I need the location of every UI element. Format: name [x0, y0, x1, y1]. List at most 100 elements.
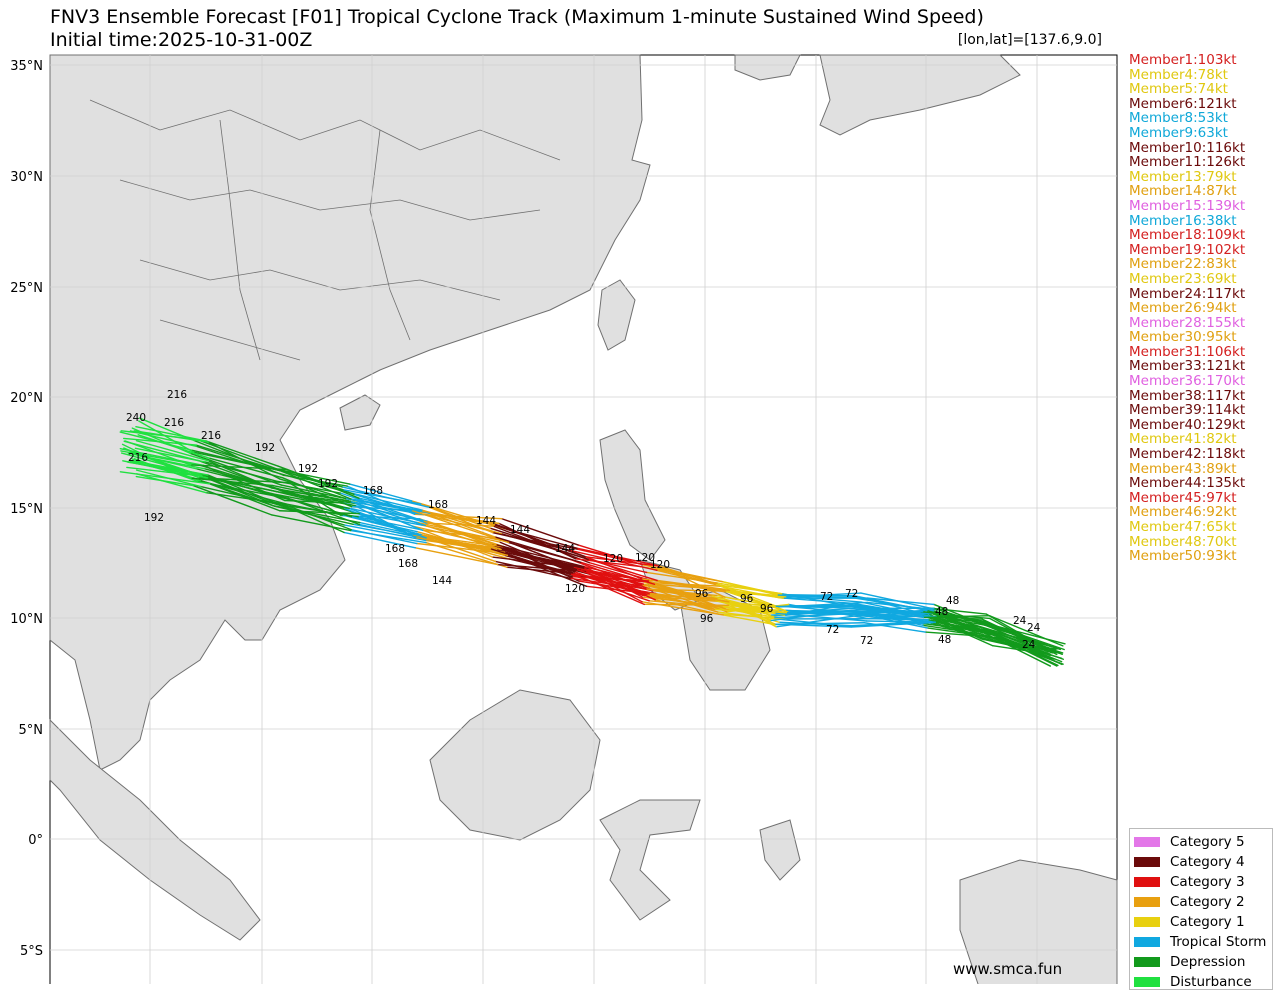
latitude-label: 10°N [10, 612, 43, 627]
coordinate-readout: [lon,lat]=[137.6,9.0] [958, 32, 1102, 48]
forecast-hour-label: 168 [398, 558, 418, 570]
legend-entry: Disturbance [1134, 972, 1252, 992]
member-entry: Member22:83kt [1129, 257, 1245, 272]
forecast-hour-label: 72 [860, 635, 873, 647]
legend-entry: Category 1 [1134, 912, 1245, 932]
member-entry: Member23:69kt [1129, 272, 1245, 287]
member-entry: Member11:126kt [1129, 155, 1245, 170]
forecast-hour-label: 72 [845, 588, 858, 600]
forecast-hour-label: 216 [128, 452, 148, 464]
member-entry: Member18:109kt [1129, 228, 1245, 243]
forecast-hour-label: 48 [935, 606, 948, 618]
member-entry: Member41:82kt [1129, 432, 1245, 447]
member-entry: Member5:74kt [1129, 82, 1245, 97]
member-entry: Member8:53kt [1129, 111, 1245, 126]
latitude-label: 35°N [10, 59, 43, 74]
legend-label: Category 3 [1170, 874, 1245, 890]
forecast-hour-label: 144 [432, 575, 452, 587]
forecast-hour-label: 96 [760, 603, 774, 615]
forecast-hour-label: 240 [126, 412, 146, 424]
legend-swatch [1134, 877, 1160, 887]
member-entry: Member48:70kt [1129, 535, 1245, 550]
watermark: www.smca.fun [953, 960, 1062, 978]
member-entry: Member28:155kt [1129, 316, 1245, 331]
forecast-hour-label: 216 [164, 417, 184, 429]
forecast-hour-label: 48 [938, 634, 951, 646]
category-legend: Category 5 Category 4 Category 3 Category 2… [1129, 828, 1273, 990]
latitude-label: 15°N [10, 502, 43, 517]
legend-swatch [1134, 977, 1160, 987]
member-entry: Member15:139kt [1129, 199, 1245, 214]
forecast-hour-label: 192 [255, 442, 275, 454]
member-entry: Member4:78kt [1129, 68, 1245, 83]
forecast-hour-label: 72 [820, 591, 833, 603]
latitude-label: 5°N [19, 723, 44, 738]
legend-label: Tropical Storm [1170, 934, 1266, 950]
track-segment [869, 619, 928, 620]
forecast-hour-label: 120 [650, 559, 670, 571]
member-entry: Member1:103kt [1129, 53, 1245, 68]
legend-swatch [1134, 957, 1160, 967]
legend-label: Category 5 [1170, 834, 1245, 850]
forecast-hour-label: 168 [385, 543, 405, 555]
forecast-hour-label: 192 [318, 478, 338, 490]
legend-swatch [1134, 917, 1160, 927]
member-entry: Member13:79kt [1129, 170, 1245, 185]
forecast-hour-label: 96 [695, 588, 709, 600]
legend-swatch [1134, 857, 1160, 867]
legend-swatch [1134, 837, 1160, 847]
member-entry: Member30:95kt [1129, 330, 1245, 345]
member-entry: Member46:92kt [1129, 505, 1245, 520]
legend-label: Category 2 [1170, 894, 1245, 910]
legend-entry: Category 3 [1134, 872, 1245, 892]
legend-label: Category 1 [1170, 914, 1245, 930]
member-entry: Member45:97kt [1129, 491, 1245, 506]
latitude-label: 25°N [10, 281, 43, 296]
member-entry: Member42:118kt [1129, 447, 1245, 462]
forecast-hour-label: 120 [603, 553, 623, 565]
legend-entry: Category 2 [1134, 892, 1245, 912]
forecast-hour-label: 24 [1013, 615, 1027, 627]
forecast-hour-label: 120 [565, 583, 585, 595]
latitude-label: 5°S [20, 944, 43, 959]
legend-label: Depression [1170, 954, 1245, 970]
forecast-hour-label: 168 [363, 485, 383, 497]
forecast-hour-label: 96 [700, 613, 714, 625]
latitude-labels: 35°N30°N25°N20°N15°N10°N5°N0°5°S [10, 59, 43, 959]
member-entry: Member33:121kt [1129, 359, 1245, 374]
initial-time: Initial time:2025-10-31-00Z [50, 29, 312, 51]
chart-title: FNV3 Ensemble Forecast [F01] Tropical Cy… [50, 6, 984, 28]
forecast-hour-label: 144 [555, 543, 575, 555]
member-entry: Member26:94kt [1129, 301, 1245, 316]
member-entry: Member10:116kt [1129, 141, 1245, 156]
forecast-hour-label: 24 [1022, 639, 1036, 651]
member-entry: Member24:117kt [1129, 287, 1245, 302]
member-entry: Member36:170kt [1129, 374, 1245, 389]
forecast-hour-label: 96 [740, 593, 754, 605]
member-entry: Member31:106kt [1129, 345, 1245, 360]
legend-swatch [1134, 897, 1160, 907]
legend-label: Category 4 [1170, 854, 1245, 870]
member-entry: Member44:135kt [1129, 476, 1245, 491]
forecast-hour-label: 168 [428, 499, 448, 511]
member-entry: Member19:102kt [1129, 243, 1245, 258]
member-entry: Member38:117kt [1129, 389, 1245, 404]
forecast-hour-label: 216 [167, 389, 187, 401]
latitude-label: 30°N [10, 170, 43, 185]
forecast-hour-label: 192 [298, 463, 318, 475]
member-entry: Member6:121kt [1129, 97, 1245, 112]
latitude-label: 20°N [10, 391, 43, 406]
member-entry: Member14:87kt [1129, 184, 1245, 199]
legend-entry: Category 5 [1134, 832, 1245, 852]
forecast-hour-label: 216 [201, 430, 221, 442]
member-entry: Member9:63kt [1129, 126, 1245, 141]
member-entry: Member16:38kt [1129, 214, 1245, 229]
legend-swatch [1134, 937, 1160, 947]
member-entry: Member50:93kt [1129, 549, 1245, 564]
legend-entry: Tropical Storm [1134, 932, 1266, 952]
forecast-hour-label: 192 [144, 512, 164, 524]
forecast-hour-label: 24 [1027, 622, 1041, 634]
legend-label: Disturbance [1170, 974, 1252, 990]
